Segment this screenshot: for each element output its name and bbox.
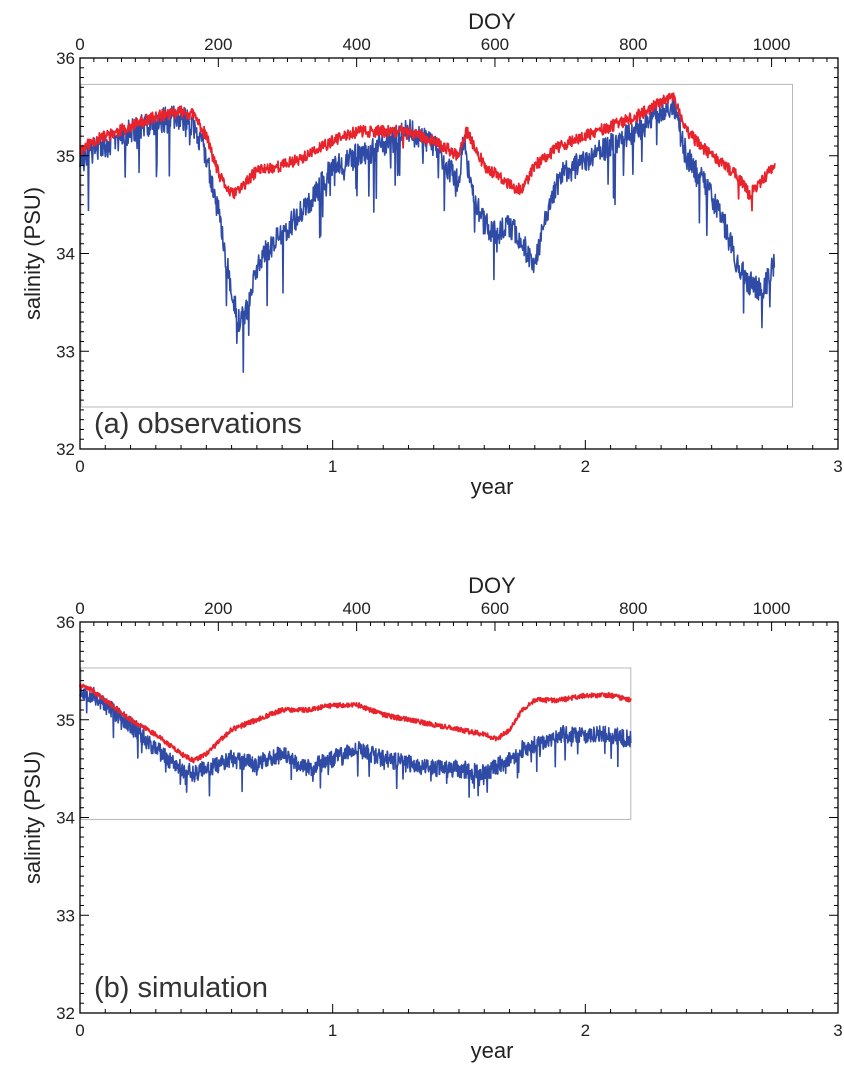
y-tick-label: 34 <box>56 809 75 828</box>
top-tick-label: 0 <box>75 35 84 54</box>
surface-salinity-series <box>79 92 776 212</box>
top-tick-label: 200 <box>204 599 232 618</box>
y-tick-label: 35 <box>56 711 75 730</box>
panel-label: (b) simulation <box>94 972 268 1004</box>
top-tick-label: 0 <box>75 599 84 618</box>
x-tick-label: 1 <box>328 1021 337 1040</box>
x-tick-label: 1 <box>328 457 337 476</box>
y-tick-label: 33 <box>56 906 75 925</box>
top-tick-label: 400 <box>342 35 370 54</box>
inset-frame <box>80 83 794 408</box>
top-tick-label: 400 <box>342 599 370 618</box>
x-tick-label: 3 <box>833 1021 842 1040</box>
x-tick-label: 2 <box>581 1021 590 1040</box>
y-axis-title: salinity (PSU) <box>20 751 45 884</box>
top-tick-label: 800 <box>619 35 647 54</box>
y-tick-label: 33 <box>56 342 75 361</box>
y-tick-label: 36 <box>56 613 75 632</box>
y-tick-label: 32 <box>56 1004 75 1023</box>
top-axis-title: DOY <box>468 573 516 598</box>
top-axis-title: DOY <box>468 9 516 34</box>
top-tick-label: 600 <box>481 599 509 618</box>
y-tick-label: 36 <box>56 49 75 68</box>
panel-label: (a) observations <box>94 408 302 440</box>
y-tick-label: 32 <box>56 440 75 459</box>
y-tick-label: 35 <box>56 147 75 166</box>
top-tick-label: 800 <box>619 599 647 618</box>
x-tick-label: 3 <box>833 457 842 476</box>
top-tick-label: 600 <box>481 35 509 54</box>
plot-frame <box>79 621 839 1014</box>
top-tick-label: 1000 <box>753 599 791 618</box>
surface-salinity-series <box>79 682 632 764</box>
x-tick-label: 0 <box>75 1021 84 1040</box>
top-tick-label: 200 <box>204 35 232 54</box>
x-axis-title: year <box>471 474 514 499</box>
x-tick-label: 2 <box>581 457 590 476</box>
y-tick-label: 34 <box>56 245 75 264</box>
y-axis-title: salinity (PSU) <box>20 187 45 320</box>
deep-salinity-series <box>79 685 632 798</box>
x-axis-title: year <box>471 1038 514 1063</box>
x-tick-label: 0 <box>75 457 84 476</box>
top-tick-label: 1000 <box>753 35 791 54</box>
